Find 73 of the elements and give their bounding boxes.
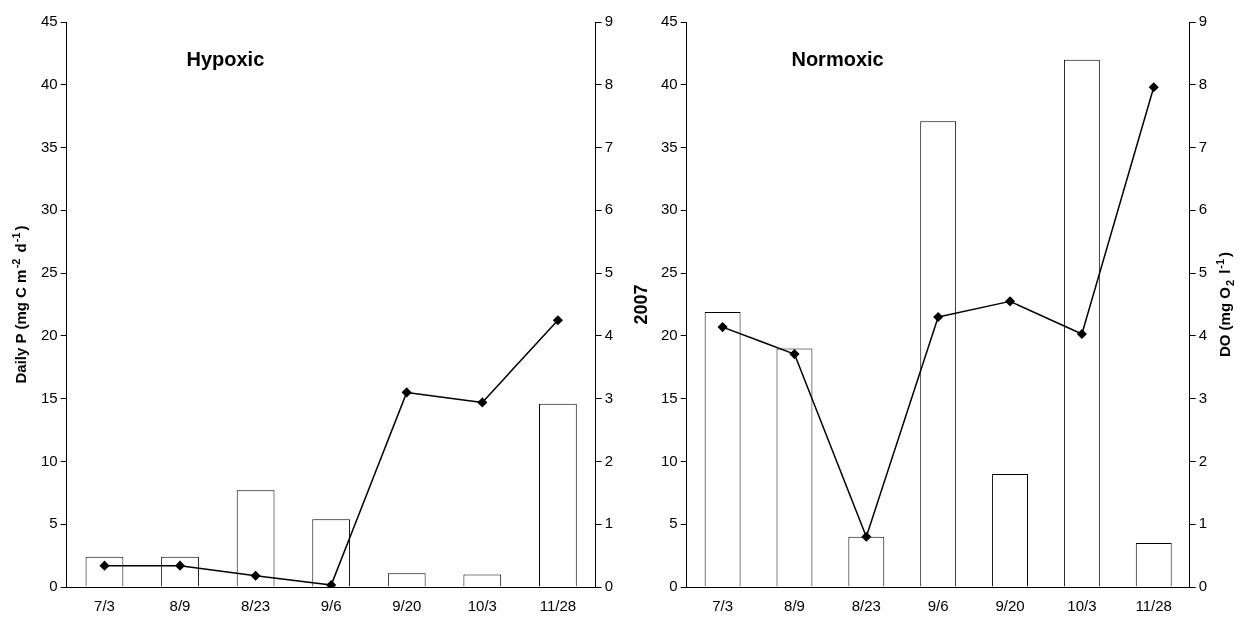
text: Normoxic <box>791 47 884 70</box>
y-tick-label: 25 <box>41 263 58 281</box>
y-tick-label: 40 <box>41 74 58 92</box>
y2-tick-label: 3 <box>604 388 613 406</box>
point <box>861 532 872 542</box>
y-tick-label: 45 <box>661 12 678 30</box>
x-tick-label: 9/20 <box>995 597 1025 615</box>
point <box>175 560 185 571</box>
y-tick-label: 0 <box>49 577 58 595</box>
x-tick-label: 8/23 <box>851 597 881 615</box>
x-tick-label: 11/28 <box>539 597 577 615</box>
y-tick-label: 35 <box>41 137 58 155</box>
point <box>99 560 110 571</box>
point <box>1077 329 1087 339</box>
y2-tick-label: 8 <box>604 74 613 92</box>
point <box>933 312 943 322</box>
y-axis-title: Daily P (mg C m-2 d-1) <box>9 225 30 384</box>
y-tick-label: 30 <box>41 200 58 218</box>
y2-axis-title: DO (mg O2 l-1) <box>1213 251 1236 358</box>
y-tick-label: 45 <box>41 12 58 30</box>
y2-tick-label: 5 <box>604 263 613 281</box>
x-tick-label: 10/3 <box>1067 597 1097 615</box>
x-tick-label: 10/3 <box>467 597 497 615</box>
x-tick-label: 8/23 <box>241 597 271 615</box>
y-tick-label: 5 <box>49 514 58 532</box>
point <box>326 580 336 587</box>
y-tick-label: 40 <box>661 74 678 92</box>
y-tick-label: 15 <box>41 388 58 406</box>
x-tick-label: 11/28 <box>1135 597 1172 615</box>
x-tick-label: 8/9 <box>784 597 805 615</box>
y2-tick-label: 6 <box>1198 200 1207 218</box>
x-tick-label: 9/20 <box>392 597 422 615</box>
point <box>401 387 412 398</box>
y-tick-label: 25 <box>661 263 678 281</box>
y-tick-label: 30 <box>661 200 678 218</box>
y2-tick-label: 0 <box>604 577 613 595</box>
y2-tick-label: 7 <box>1198 137 1207 155</box>
y2-tick-label: 5 <box>1198 263 1207 281</box>
x-tick-label: 7/3 <box>712 597 734 615</box>
y-axis-title: 2007 <box>630 284 651 325</box>
y2-tick-label: 4 <box>1198 326 1207 344</box>
y2-tick-label: 1 <box>604 514 613 532</box>
point <box>717 322 728 332</box>
point <box>1005 296 1015 307</box>
y-tick-label: 20 <box>41 326 58 344</box>
y2-tick-label: 9 <box>1198 12 1207 30</box>
point <box>553 315 563 325</box>
y-tick-label: 5 <box>669 514 678 532</box>
y2-tick-label: 9 <box>604 12 613 30</box>
point <box>477 397 488 408</box>
x-tick-label: 9/6 <box>927 597 949 615</box>
point <box>1148 82 1159 93</box>
y2-tick-label: 6 <box>604 200 613 218</box>
y-tick-label: 0 <box>669 577 678 595</box>
y2-tick-label: 3 <box>1198 388 1207 406</box>
y2-tick-label: 4 <box>604 326 613 344</box>
y-tick-label: 10 <box>41 451 58 469</box>
point <box>250 570 261 581</box>
point <box>789 349 800 359</box>
y-tick-label: 20 <box>661 326 678 344</box>
y-tick-label: 15 <box>661 388 678 406</box>
y2-tick-label: 0 <box>1198 577 1207 595</box>
y2-tick-label: 1 <box>1198 514 1207 532</box>
y-tick-label: 10 <box>661 451 678 469</box>
y2-tick-label: 2 <box>1198 451 1207 469</box>
y2-tick-label: 8 <box>1198 74 1207 92</box>
y-tick-label: 35 <box>661 137 678 155</box>
x-tick-label: 7/3 <box>94 597 115 615</box>
x-tick-label: 8/9 <box>169 597 191 615</box>
y2-tick-label: 2 <box>604 451 613 469</box>
y2-tick-label: 7 <box>604 137 613 155</box>
x-tick-label: 9/6 <box>320 597 342 615</box>
text: Hypoxic <box>186 47 265 70</box>
